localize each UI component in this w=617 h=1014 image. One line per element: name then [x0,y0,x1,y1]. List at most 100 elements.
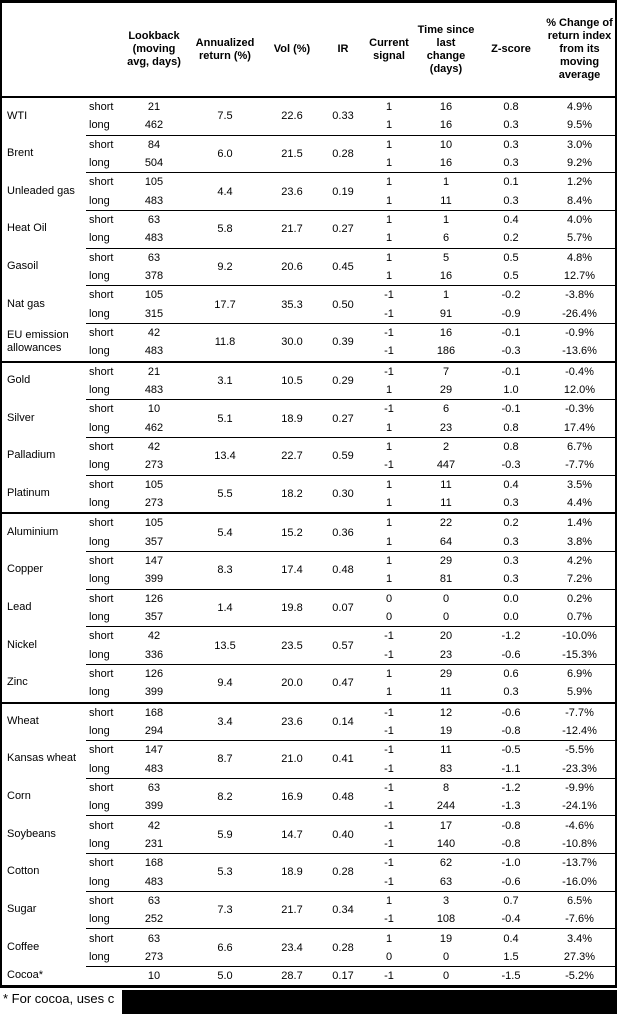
commodity-name: Nickel [2,626,86,664]
table-row: Soybeans short 42 5.9 14.7 0.40 -1 17 -0.8 -4.6% [2,815,615,854]
pct-change-value: -7.6% [544,910,615,929]
table-row: Silver short 10 5.1 18.9 0.27 -1 6 -0.1 -0.3% [2,399,615,437]
horizon-label: long [86,380,120,400]
header-row: Lookback (moving avg, days) Annualized r… [2,3,615,98]
lookback-value: 126 [120,588,188,608]
signal-value: -1 [364,872,414,891]
time-since-value: 20 [414,626,478,646]
horizon-label: long [86,342,120,361]
annualized-return-value: 17.7 [188,285,262,323]
lookback-value: 483 [120,872,188,891]
horizon-label: short [86,360,120,381]
vol-value: 18.9 [262,399,322,437]
pct-change-value: 4.9% [544,98,615,117]
table-row: Cocoa* 10 5.0 28.7 0.17 -1 0 -1.5 -5.2% [2,966,615,986]
pct-change-value: 5.7% [544,229,615,248]
table-row: long 462 1 16 0.3 9.5% [2,116,615,135]
annualized-return-value: 3.1 [188,360,262,400]
horizon-label: short [86,399,120,419]
lookback-value: 462 [120,418,188,437]
commodity-name: Palladium [2,436,86,475]
commodity-name: EU emission allowances [2,322,86,361]
annualized-return-value: 1.4 [188,588,262,627]
annualized-return-value: 5.4 [188,512,262,551]
ir-value: 0.14 [322,701,364,741]
signal-value: 1 [364,191,414,210]
table-row: long 483 -1 186 -0.3 -13.6% [2,342,615,361]
signal-value: 1 [364,512,414,533]
time-since-value: 11 [414,191,478,210]
horizon-label: long [86,607,120,627]
horizon-label: short [86,322,120,343]
vol-value: 18.9 [262,853,322,891]
signal-value: -1 [364,399,414,419]
signal-value: 1 [364,418,414,437]
lookback-value: 252 [120,910,188,929]
zscore-value: -0.6 [478,645,544,664]
lookback-value: 147 [120,550,188,571]
ir-value: 0.48 [322,777,364,816]
lookback-value: 42 [120,436,188,457]
signal-value: 0 [364,588,414,608]
pct-change-value: 27.3% [544,947,615,967]
pct-change-value: -3.8% [544,285,615,305]
zscore-value: -0.8 [478,834,544,854]
lookback-value: 399 [120,683,188,702]
pct-change-value: 4.0% [544,209,615,230]
lookback-value: 42 [120,626,188,646]
pct-change-value: -7.7% [544,701,615,722]
zscore-value: 1.5 [478,947,544,967]
time-since-value: 16 [414,98,478,117]
signal-value: -1 [364,342,414,361]
time-since-value: 1 [414,209,478,230]
commodity-name: WTI [2,98,86,135]
corner-cell [2,3,120,98]
table-row: Brent short 84 6.0 21.5 0.28 1 10 0.3 3.0% [2,134,615,173]
ir-value: 0.27 [322,209,364,248]
time-since-value: 62 [414,853,478,873]
lookback-value: 10 [120,399,188,419]
ir-value: 0.39 [322,322,364,361]
zscore-value: -0.2 [478,285,544,305]
signal-value: 1 [364,266,414,286]
ir-value: 0.19 [322,172,364,210]
lookback-value: 483 [120,191,188,210]
zscore-value: 0.8 [478,436,544,457]
zscore-value: 0.3 [478,493,544,513]
time-since-value: 11 [414,493,478,513]
horizon-label: short [86,247,120,267]
zscore-value: 0.3 [478,550,544,571]
vol-value: 23.4 [262,928,322,967]
zscore-value: 0.7 [478,890,544,911]
table-row: Cotton short 168 5.3 18.9 0.28 -1 62 -1.0 -13.7% [2,853,615,891]
signal-value: -1 [364,966,414,986]
pct-change-value: -7.7% [544,456,615,475]
zscore-value: -0.8 [478,815,544,835]
ir-value: 0.45 [322,247,364,286]
time-since-value: 83 [414,759,478,778]
annualized-return-value: 8.2 [188,777,262,816]
horizon-label: long [86,834,120,854]
horizon-label: long [86,645,120,664]
vol-value: 18.2 [262,474,322,513]
zscore-value: 0.8 [478,98,544,117]
col-header-annualized-return: Annualized return (%) [188,3,262,98]
signal-value: 1 [364,550,414,571]
zscore-value: -0.1 [478,360,544,381]
horizon-label: long [86,456,120,475]
time-since-value: 64 [414,532,478,551]
ir-value: 0.47 [322,663,364,702]
commodity-name: Zinc [2,663,86,702]
time-since-value: 7 [414,360,478,381]
commodity-name: Corn [2,777,86,816]
annualized-return-value: 7.5 [188,98,262,135]
zscore-value: 0.5 [478,266,544,286]
signal-value: 1 [364,247,414,267]
zscore-value: -0.8 [478,721,544,741]
zscore-value: -0.5 [478,740,544,760]
zscore-value: 0.3 [478,116,544,135]
table-row: Aluminium short 105 5.4 15.2 0.36 1 22 0.2 1.4% [2,512,615,551]
lookback-value: 378 [120,266,188,286]
table-body: WTI short 21 7.5 22.6 0.33 1 16 0.8 4.9% long 462 1 1… [2,98,615,986]
lookback-value: 399 [120,797,188,816]
